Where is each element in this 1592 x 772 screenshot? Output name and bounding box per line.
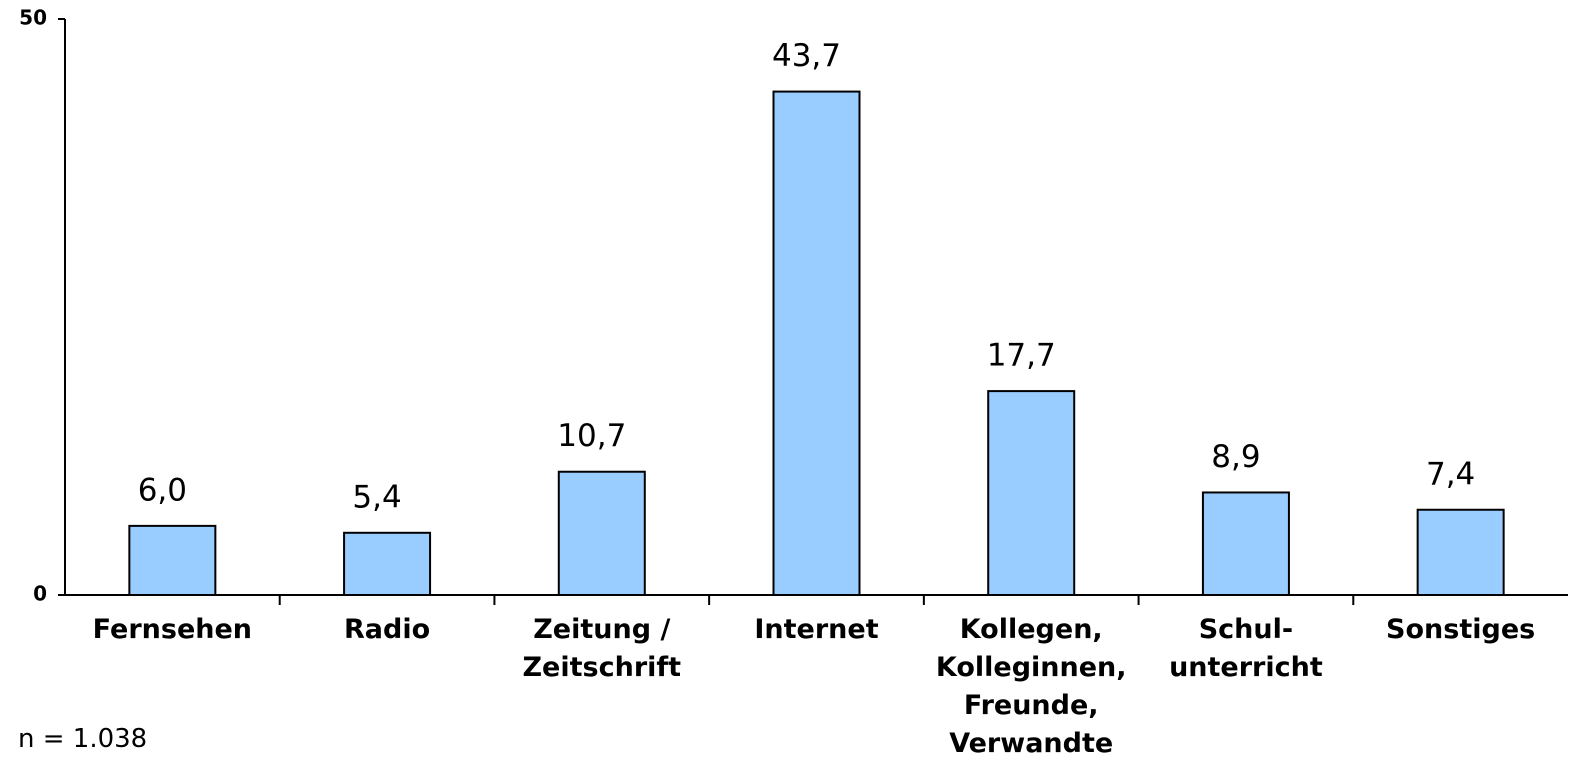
- x-tick-label: Internet: [754, 614, 879, 645]
- bar: [772, 90, 861, 597]
- bar: [1201, 491, 1290, 596]
- value-label: 5,4: [352, 479, 401, 515]
- value-label: 43,7: [772, 38, 841, 74]
- bar: [557, 470, 646, 596]
- y-tick-label: 0: [33, 582, 47, 606]
- note: n = 1.038: [18, 724, 148, 754]
- bar: [987, 390, 1076, 597]
- x-tick-label: Zeitung / Zeitschrift: [522, 614, 682, 683]
- value-label: 7,4: [1426, 456, 1475, 492]
- y-tick-label: 50: [19, 6, 47, 30]
- x-tick-label: Radio: [343, 614, 431, 645]
- bar: [343, 531, 432, 596]
- bar: [1416, 508, 1505, 597]
- x-tick-label: Schul- unterricht: [1169, 614, 1323, 683]
- bar: [128, 524, 217, 597]
- value-label: 17,7: [987, 338, 1056, 374]
- value-label: 6,0: [138, 472, 187, 508]
- x-tick-label: Kollegen, Kolleginnen, Freunde, Verwandt…: [935, 614, 1127, 759]
- x-tick-label: Fernsehen: [92, 614, 253, 645]
- value-label: 10,7: [557, 418, 626, 454]
- x-tick-label: Sonstiges: [1386, 614, 1536, 645]
- value-label: 8,9: [1211, 439, 1260, 475]
